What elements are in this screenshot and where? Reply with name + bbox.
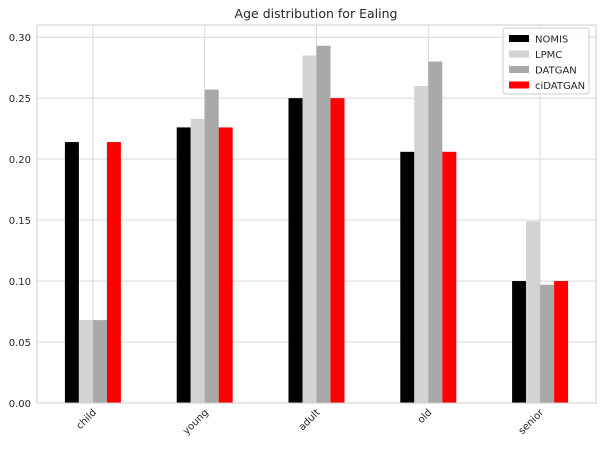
bar-lpmc-child [78, 320, 93, 403]
y-tick-label: 0.30 [9, 33, 31, 44]
bar-datgan-child [92, 320, 107, 403]
bar-nomis-young [176, 127, 191, 403]
legend: NOMIS LPMC DATGAN ciDATGAN [502, 27, 590, 95]
bar-cidatgan-senior [554, 281, 569, 403]
bar-datgan-young [204, 89, 219, 404]
bar-lpmc-old [414, 85, 429, 403]
plot-border [36, 24, 597, 404]
bar-cidatgan-old [442, 151, 457, 403]
bar-nomis-senior [512, 281, 527, 403]
bar-cidatgan-child [106, 142, 121, 404]
chart-title: Age distribution for Ealing [235, 6, 398, 21]
legend-swatch-datgan [509, 66, 529, 73]
y-tick-label: 0.25 [9, 94, 31, 105]
y-tick-label: 0.05 [9, 338, 31, 349]
bars-layer [64, 45, 569, 404]
legend-swatch-nomis [509, 35, 529, 42]
legend-label: LPMC [535, 50, 562, 61]
bar-cidatgan-adult [330, 98, 345, 404]
bar-lpmc-young [190, 118, 205, 403]
x-tick-label: young [181, 407, 211, 437]
bar-lpmc-senior [526, 221, 541, 403]
legend-box [502, 27, 590, 95]
x-tick-label: old [416, 407, 435, 426]
y-tick-label: 0.00 [9, 399, 31, 410]
bar-cidatgan-young [218, 127, 233, 403]
x-tick-label: adult [297, 407, 323, 433]
bar-nomis-adult [288, 98, 303, 404]
x-tick-label: senior [517, 407, 547, 437]
bar-nomis-old [400, 151, 415, 403]
bar-datgan-adult [316, 45, 331, 403]
legend-label: DATGAN [535, 66, 577, 77]
bar-datgan-senior [540, 284, 555, 403]
y-axis: 0.00 0.05 0.10 0.15 0.20 0.25 0.30 [9, 33, 31, 410]
x-axis: child young adult old senior [74, 407, 546, 437]
legend-swatch-lpmc [509, 50, 529, 58]
x-tick-label: child [74, 407, 99, 432]
bar-nomis-child [64, 142, 79, 404]
legend-swatch-cidatgan [509, 81, 529, 89]
plot-frame [36, 24, 597, 404]
y-tick-label: 0.20 [9, 155, 31, 166]
legend-label: NOMIS [535, 35, 568, 46]
y-tick-label: 0.10 [9, 277, 31, 288]
legend-label: ciDATGAN [535, 81, 585, 92]
bar-lpmc-adult [302, 55, 317, 403]
bar-datgan-old [428, 61, 443, 403]
y-tick-label: 0.15 [9, 216, 31, 227]
